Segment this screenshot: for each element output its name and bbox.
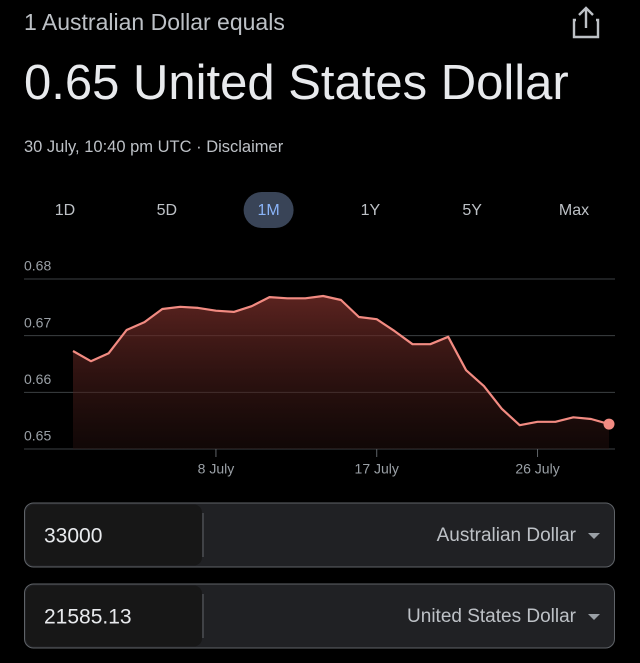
share-arrow[interactable] [578, 6, 594, 28]
range-tab[interactable]: 1D [55, 202, 75, 219]
disclaimer-link[interactable]: Disclaimer [206, 138, 284, 156]
amount-input[interactable]: 21585.13 [44, 606, 132, 629]
timestamp-text: 30 July, 10:40 pm UTC · [24, 138, 202, 156]
title: 0.65 United States Dollar [24, 56, 569, 110]
y-tick-label: 0.66 [24, 371, 51, 387]
share-icon[interactable] [572, 18, 600, 39]
amount-input[interactable]: 33000 [44, 525, 102, 548]
range-tab-selected-bg[interactable] [243, 192, 294, 228]
converter: 33000 Australian Dollar 21585.13 United Sta… [24, 502, 615, 649]
area [73, 296, 609, 449]
timestamp: 30 July, 10:40 pm UTC · Disclaimer [24, 138, 284, 156]
amount-input-area[interactable] [26, 585, 202, 647]
chart: 0.65 0.66 0.67 0.68 8 July 17 July 26 July [24, 258, 615, 477]
y-tick-label: 0.65 [24, 428, 51, 444]
range-tab[interactable]: 1Y [361, 202, 381, 219]
amount-input-area[interactable] [26, 504, 202, 566]
currency-select[interactable]: United States Dollar [407, 606, 577, 627]
last-point [603, 418, 615, 430]
subtitle: 1 Australian Dollar equals [24, 9, 285, 35]
currency-select[interactable]: Australian Dollar [437, 525, 577, 546]
range-tab[interactable]: Max [559, 202, 589, 219]
y-tick-label: 0.67 [24, 314, 51, 330]
dropdown-arrow[interactable] [588, 614, 600, 620]
range-tabs: 1D 5D 1M 1Y 5Y Max [55, 192, 589, 228]
range-tab[interactable]: 5D [157, 202, 177, 219]
line [72, 294, 610, 427]
y-tick-label: 0.68 [24, 258, 51, 274]
x-tick-label: 17 July [355, 461, 399, 477]
x-tick-label: 8 July [198, 461, 235, 477]
range-tab[interactable]: 5Y [462, 202, 482, 219]
x-tick-label: 26 July [515, 461, 559, 477]
dropdown-arrow[interactable] [588, 533, 600, 539]
share-button[interactable] [568, 4, 604, 44]
range-tab[interactable]: 1M [257, 202, 279, 219]
